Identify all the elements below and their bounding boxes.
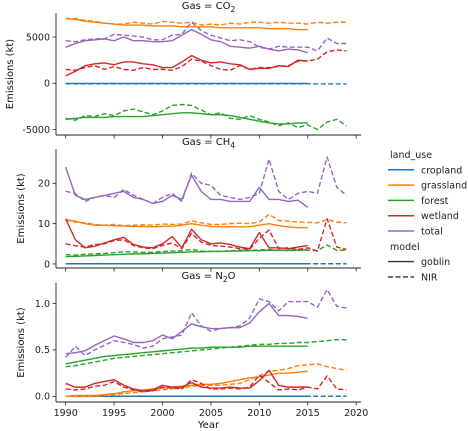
panel-1: Gas = CO2 -5000 0 5000 Emissions (kt) [5,1,361,139]
series-line-wetland-goblin [65,369,308,392]
series-line-forest-goblin [65,112,308,125]
y-tick-label: 20 [38,179,50,190]
series-line-grassland-goblin [65,218,308,229]
series-line-grassland-nir [65,213,347,227]
x-tick-label: 1990 [54,408,78,419]
series-line-forest-nir [65,339,347,368]
series-line-grassland-goblin [65,370,308,398]
series-line-grassland-nir [65,17,347,26]
y-tick-label: 0 [44,79,50,90]
legend-label-cropland: cropland [421,165,462,176]
x-tick-label: 2010 [247,408,271,419]
y-axis-label: Emissions (kt) [5,39,16,109]
series-line-total-nir [65,21,347,52]
legend-label-wetland: wetland [421,211,459,222]
series-line-forest-goblin [65,249,308,258]
chart-legend: land_use cropland grassland forest wetland to… [388,150,467,283]
x-tick-label: 1995 [102,408,126,419]
legend-label-goblin: goblin [421,257,450,268]
panel-title: Gas = N2O [182,271,236,284]
series-line-forest-nir [65,244,347,256]
series-line-wetland-nir [65,49,347,72]
y-tick-label: 5000 [26,32,50,43]
legend-label-forest: forest [421,196,449,207]
panel-2: Gas = CH4 0 10 20 Emissions (kt) [16,137,361,272]
legend-label-nir: NIR [421,272,438,283]
series-line-grassland-nir [65,363,347,398]
y-axis-label: Emissions (kt) [16,173,27,243]
panel-title: Gas = CO2 [182,1,236,14]
series-line-forest-nir [65,103,347,131]
y-tick-label: 1.0 [35,299,50,310]
y-tick-label: 0 [44,259,50,270]
x-tick-label: 2000 [150,408,174,419]
y-tick-label: 10 [38,219,50,230]
series-group [65,17,347,131]
x-tick-label: 2015 [296,408,320,419]
series-line-wetland-goblin [65,218,308,250]
legend-title-model: model [390,242,420,253]
series-line-total-nir [65,288,347,358]
panel-title: Gas = CH4 [182,137,235,150]
legend-label-grassland: grassland [421,181,467,192]
series-line-wetland-nir [65,218,347,252]
x-tick-label: 2020 [344,408,368,419]
series-line-grassland-goblin [65,17,308,31]
series-line-forest-goblin [65,345,308,365]
y-tick-label: -5000 [22,125,50,136]
x-tick-label: 2005 [199,408,223,419]
series-group [65,288,347,398]
series-group [65,156,347,265]
legend-label-total: total [421,227,443,238]
legend-title-land-use: land_use [390,150,432,161]
y-tick-label: 0.5 [35,345,50,356]
series-line-wetland-goblin [65,54,308,77]
series-line-wetland-nir [65,374,347,393]
series-line-total-goblin [65,28,308,54]
panel-3: Gas = N2O 0.0 0.5 1.0 1990 1995 2000 2005 2010 20… [16,271,368,419]
x-axis-label: Year [197,420,220,431]
y-tick-label: 0.0 [35,392,50,403]
series-line-total-nir [65,156,347,205]
series-line-total-goblin [65,302,308,355]
y-axis-label: Emissions (kt) [16,307,27,377]
